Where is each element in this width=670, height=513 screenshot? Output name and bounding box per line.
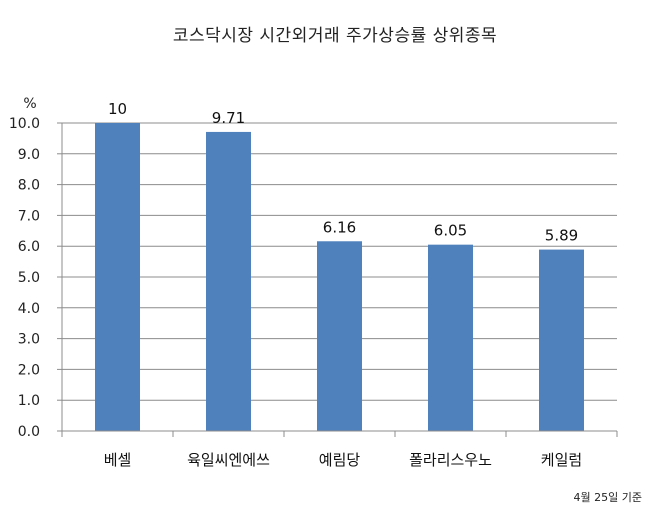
bars xyxy=(95,123,584,431)
y-tick-label: 7.0 xyxy=(18,208,40,224)
bar xyxy=(206,131,251,431)
y-tick-label: 10.0 xyxy=(9,116,40,132)
y-tick-label: 4.0 xyxy=(18,301,40,317)
y-tick-label: 3.0 xyxy=(18,332,40,348)
labels: 0.0 1.0 2.0 3.0 4.0 5.0 6.0 7.0 8.0 9.0 10.0% 10 베셀 9… xyxy=(9,96,582,469)
y-tick-label: 9.0 xyxy=(18,147,40,163)
bar xyxy=(95,123,140,431)
x-category-label: 베셀 xyxy=(104,451,132,469)
data-label: 6.05 xyxy=(434,222,467,240)
y-tick-label: 2.0 xyxy=(18,362,40,378)
data-label: 10 xyxy=(108,100,127,118)
chart-title: 코스닥시장 시간외거래 주가상승률 상위종목 xyxy=(172,26,498,46)
x-category-label: 육일씨엔에쓰 xyxy=(187,451,270,469)
footnote: 4월 25일 기준 xyxy=(573,491,642,504)
bar xyxy=(539,249,584,431)
y-tick-label: 5.0 xyxy=(18,270,40,286)
y-tick-label: 8.0 xyxy=(18,178,40,194)
y-tick-label: 0.0 xyxy=(18,424,40,440)
bar xyxy=(428,244,473,431)
y-tick-label: 1.0 xyxy=(18,393,40,409)
y-axis-unit: % xyxy=(23,96,36,112)
x-category-label: 폴라리스우노 xyxy=(409,451,492,469)
x-category-label: 케일럼 xyxy=(541,451,582,469)
axes xyxy=(57,122,618,437)
bar xyxy=(317,241,362,431)
x-category-label: 예림당 xyxy=(319,451,361,469)
data-label: 9.71 xyxy=(212,109,245,127)
y-tick-label: 6.0 xyxy=(18,239,40,255)
data-label: 6.16 xyxy=(323,218,356,236)
data-label: 5.89 xyxy=(545,227,578,245)
